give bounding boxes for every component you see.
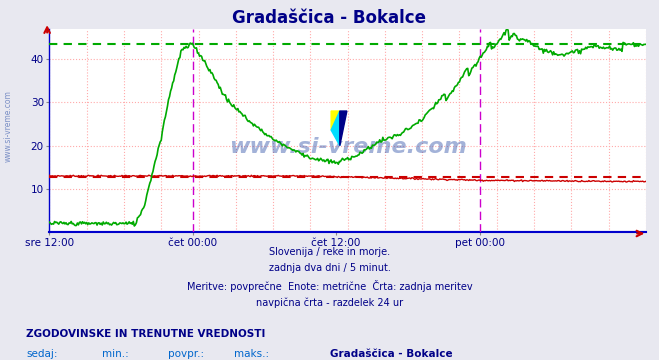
Text: sedaj:: sedaj: <box>26 349 58 359</box>
Text: zadnja dva dni / 5 minut.: zadnja dva dni / 5 minut. <box>269 264 390 274</box>
Text: ZGODOVINSKE IN TRENUTNE VREDNOSTI: ZGODOVINSKE IN TRENUTNE VREDNOSTI <box>26 329 266 339</box>
Text: www.si-vreme.com: www.si-vreme.com <box>3 90 13 162</box>
Text: Gradaščica - Bokalce: Gradaščica - Bokalce <box>330 349 452 359</box>
Text: povpr.:: povpr.: <box>168 349 204 359</box>
Text: Slovenija / reke in morje.: Slovenija / reke in morje. <box>269 247 390 257</box>
Text: maks.:: maks.: <box>234 349 269 359</box>
Text: www.si-vreme.com: www.si-vreme.com <box>229 137 467 157</box>
Text: min.:: min.: <box>102 349 129 359</box>
Text: Meritve: povprečne  Enote: metrične  Črta: zadnja meritev: Meritve: povprečne Enote: metrične Črta:… <box>186 280 473 292</box>
Text: navpična črta - razdelek 24 ur: navpična črta - razdelek 24 ur <box>256 297 403 308</box>
Polygon shape <box>331 111 340 130</box>
Polygon shape <box>340 111 347 146</box>
Polygon shape <box>331 111 340 146</box>
Text: Gradaščica - Bokalce: Gradaščica - Bokalce <box>233 9 426 27</box>
